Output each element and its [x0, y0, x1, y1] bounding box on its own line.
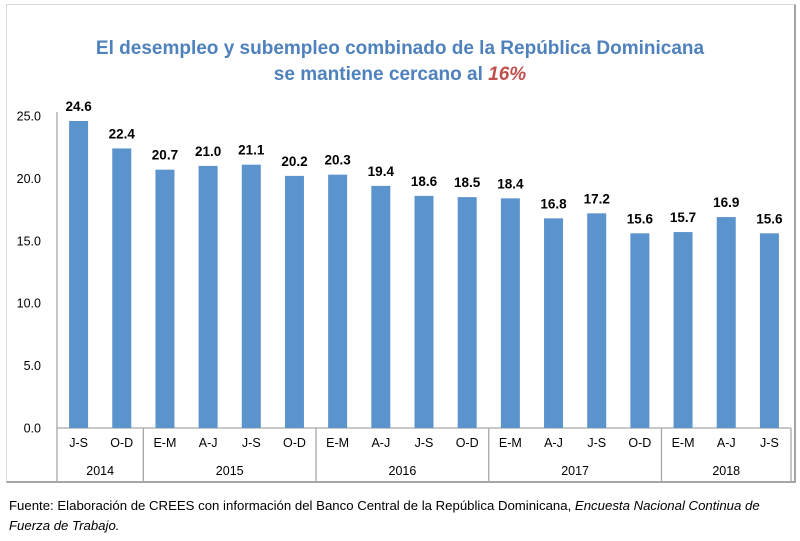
data-label: 20.3 — [325, 153, 352, 168]
bar — [112, 148, 132, 428]
x-tick-label: E-M — [499, 436, 522, 450]
bar — [328, 174, 348, 428]
x-tick-label: E-M — [672, 436, 695, 450]
bar — [155, 169, 175, 428]
bar — [284, 175, 304, 428]
y-tick-label: 0.0 — [24, 422, 41, 436]
bar-chart: 0.0 5.0 10.0 15.0 20.0 25.0 24.6 J-S 22.4 O-D 20.7… — [17, 99, 792, 482]
year-label: 2016 — [389, 464, 417, 478]
bar — [673, 232, 693, 428]
bar — [457, 197, 477, 428]
y-tick-label: 10.0 — [17, 297, 41, 311]
x-tick-label: J-S — [587, 436, 606, 450]
chart-title-line2: se mantiene cercano al 16% — [0, 62, 800, 88]
x-tick-label: A-J — [371, 436, 390, 450]
x-tick-label: A-J — [544, 436, 563, 450]
year-label: 2014 — [86, 464, 114, 478]
chart-title-line2-prefix: se mantiene cercano al — [273, 64, 489, 85]
x-tick-label: A-J — [199, 436, 218, 450]
x-tick-label: O-D — [456, 436, 479, 450]
y-tick-label: 5.0 — [24, 359, 41, 373]
x-tick-label: E-M — [153, 436, 176, 450]
bar — [371, 185, 391, 428]
data-label: 20.2 — [281, 154, 307, 169]
chart-title: El desempleo y subempleo combinado de la… — [0, 36, 800, 88]
y-tick-label: 20.0 — [17, 172, 41, 186]
data-label: 16.8 — [540, 196, 567, 211]
x-tick-label: J-S — [415, 436, 434, 450]
chart-frame — [6, 4, 796, 483]
source-note: Fuente: Elaboración de CREES con informa… — [9, 496, 799, 536]
year-label: 2015 — [216, 464, 244, 478]
source-note-text: Fuente: Elaboración de CREES con informa… — [9, 498, 575, 513]
bar — [716, 217, 736, 428]
bar — [759, 233, 779, 428]
data-label: 18.5 — [454, 175, 481, 190]
y-tick-label: 15.0 — [17, 234, 41, 248]
data-label: 20.7 — [152, 148, 178, 163]
x-tick-label: E-M — [326, 436, 349, 450]
data-label: 15.6 — [627, 211, 654, 226]
x-tick-label: O-D — [110, 436, 133, 450]
x-tick-label: J-S — [760, 436, 779, 450]
x-tick-label: J-S — [242, 436, 261, 450]
bar — [241, 164, 261, 428]
x-tick-label: A-J — [717, 436, 736, 450]
y-tick-label: 25.0 — [17, 110, 41, 124]
bar — [544, 218, 564, 428]
bar — [587, 213, 607, 428]
x-tick-label: J-S — [69, 436, 88, 450]
data-label: 18.6 — [411, 174, 438, 189]
bar — [630, 233, 650, 428]
year-label: 2018 — [712, 464, 740, 478]
data-label: 15.7 — [670, 210, 696, 225]
bar — [414, 195, 434, 428]
source-note-italic: Encuesta Nacional Continua de Fuerza de … — [9, 498, 760, 533]
chart-title-line1: El desempleo y subempleo combinado de la… — [95, 38, 705, 59]
data-label: 19.4 — [368, 164, 395, 179]
x-tick-label: O-D — [628, 436, 651, 450]
x-tick-label: O-D — [283, 436, 306, 450]
data-label: 22.4 — [109, 126, 136, 141]
bar — [198, 165, 218, 429]
data-label: 18.4 — [497, 176, 524, 191]
data-label: 15.6 — [756, 211, 783, 226]
data-label: 21.1 — [238, 143, 265, 158]
data-label: 21.0 — [195, 144, 221, 159]
chart-title-highlight: 16% — [488, 64, 527, 85]
bar — [500, 198, 520, 428]
data-label: 17.2 — [584, 191, 610, 206]
year-label: 2017 — [561, 464, 589, 478]
data-label: 16.9 — [713, 195, 739, 210]
data-label: 24.6 — [65, 99, 92, 114]
bar — [69, 120, 89, 428]
